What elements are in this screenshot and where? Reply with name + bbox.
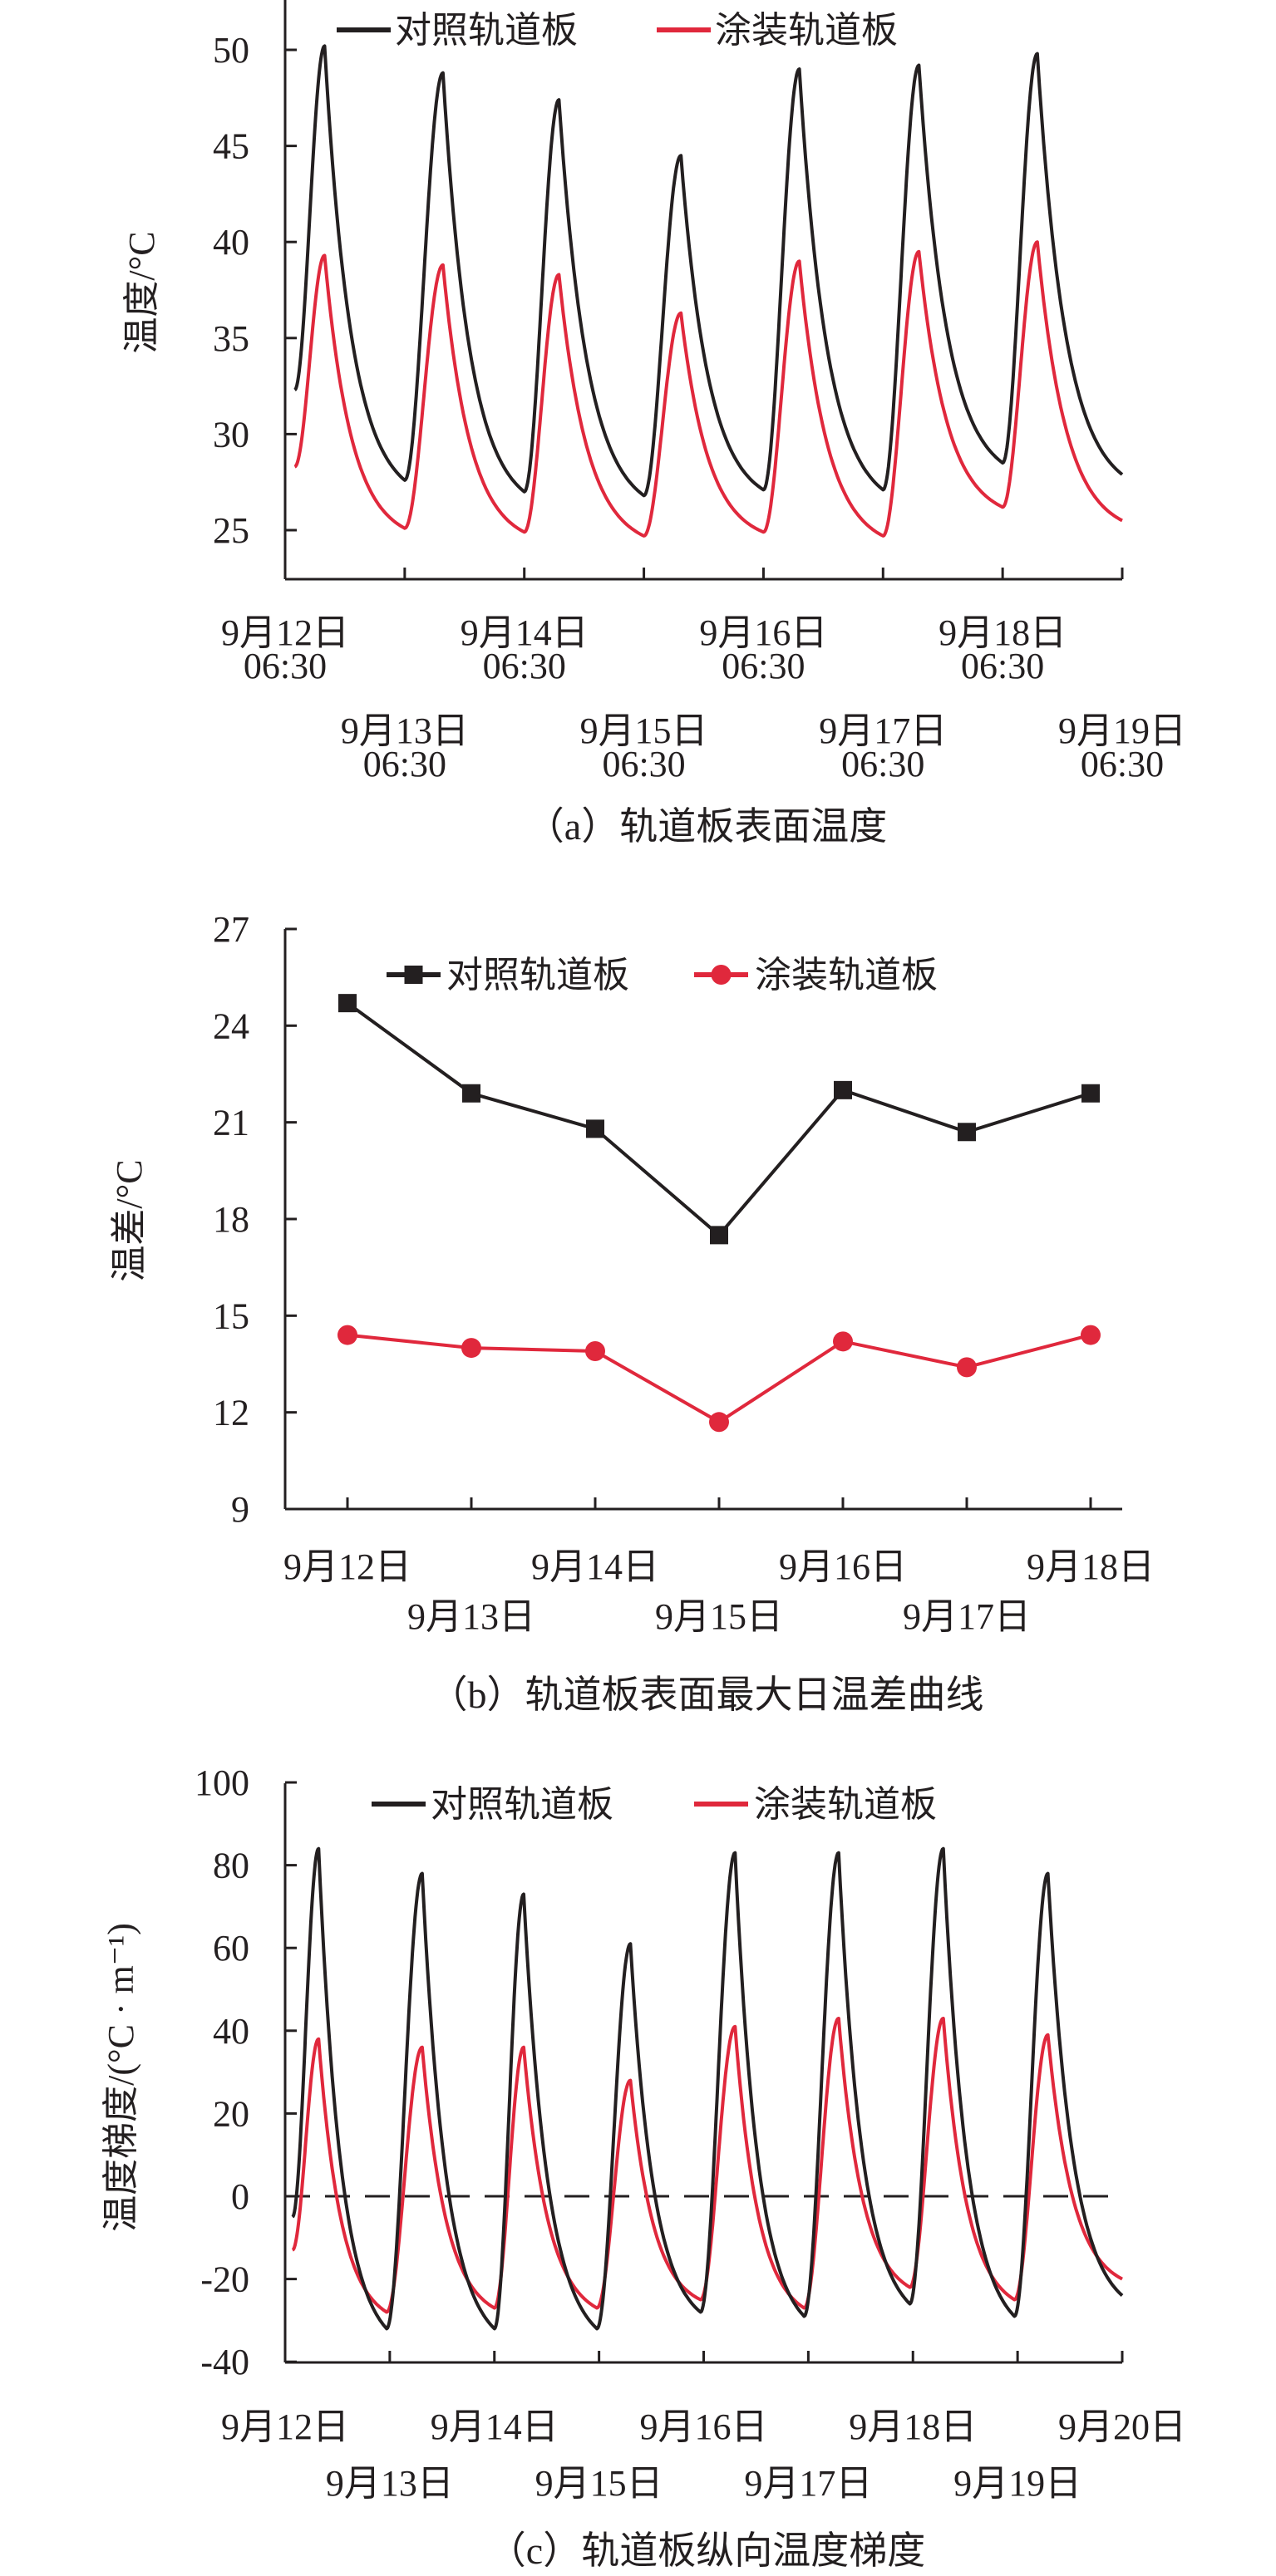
y-tick-label: 80 (213, 1846, 249, 1886)
x-tick-label: 9月16日 (640, 2406, 768, 2447)
x-tick-date: 9月15日 (580, 710, 708, 751)
y-tick-label: 24 (213, 1005, 249, 1046)
y-tick-label: 27 (213, 909, 249, 950)
x-tick-label: 9月14日 (431, 2406, 559, 2447)
series-line-coated (293, 240, 1123, 538)
series-line-control (346, 1001, 1091, 1238)
data-point-coated (337, 1325, 357, 1345)
y-axis-title: 温度梯度/(°C · m⁻¹) (101, 1923, 141, 2232)
chart-caption: （c）轨道板纵向温度梯度 (488, 2529, 925, 2572)
y-tick-label: -40 (200, 2342, 249, 2382)
y-tick-label: 30 (213, 414, 249, 455)
x-tick-time: 06:30 (483, 646, 566, 686)
x-tick-time: 06:30 (722, 646, 805, 686)
series-line-control (291, 1846, 1124, 2331)
x-tick-label: 9月18日 (849, 2406, 977, 2447)
data-point-control (1081, 1084, 1100, 1103)
y-tick-label: 18 (213, 1199, 249, 1240)
x-tick-date: 9月17日 (819, 710, 947, 751)
x-tick-label: 9月13日 (407, 1596, 535, 1637)
legend: 对照轨道板 涂装轨道板 (387, 955, 938, 995)
y-tick-label: 25 (213, 510, 249, 551)
data-point-coated (1081, 1325, 1101, 1345)
x-tick-label: 9月18日 (1027, 1546, 1155, 1587)
data-point-control (586, 1119, 604, 1138)
x-tick-label: 9月13日 (326, 2463, 454, 2504)
y-tick-label: 9 (231, 1489, 249, 1530)
legend-marker-square (404, 966, 423, 984)
data-point-coated (709, 1412, 729, 1433)
legend: 对照轨道板 涂装轨道板 (337, 10, 898, 51)
x-tick-time: 06:30 (363, 744, 446, 784)
x-tick-date: 9月13日 (341, 710, 469, 751)
chart-caption: （a）轨道板表面温度 (526, 805, 887, 848)
series-line-coated (291, 2016, 1123, 2314)
chart-caption: （b）轨道板表面最大日温差曲线 (430, 1674, 984, 1716)
x-tick-date: 9月14日 (461, 612, 589, 653)
x-tick-date: 9月12日 (221, 612, 349, 653)
legend-label-control: 对照轨道板 (395, 10, 578, 51)
y-tick-label: 50 (213, 30, 249, 71)
legend-label-control: 对照轨道板 (431, 1784, 613, 1825)
y-tick-label: 40 (213, 222, 249, 263)
y-tick-label: 100 (195, 1762, 249, 1803)
data-point-control (338, 994, 357, 1013)
y-tick-label: 35 (213, 318, 249, 359)
chart-c: -40 -20 0 20 40 60 80 100 温度梯度/(°C · m⁻¹) （c）轨道板纵… (101, 1762, 1186, 2572)
legend-label-coated: 涂装轨道板 (715, 10, 898, 51)
data-point-control (710, 1226, 728, 1245)
chart-b: 9 12 15 18 21 24 27 温差/°C （b）轨道板表面最大日温差曲线 对照轨道板 涂装… (109, 909, 1155, 1716)
x-tick-label: 9月12日 (283, 1546, 411, 1587)
x-tick-label: 9月17日 (744, 2463, 872, 2504)
x-tick-time: 06:30 (961, 646, 1044, 686)
y-tick-label: -20 (200, 2259, 249, 2300)
x-tick-label: 9月15日 (535, 2463, 663, 2504)
x-tick-time: 06:30 (841, 744, 924, 784)
series-line-coated (347, 1333, 1091, 1424)
legend-marker-circle (711, 965, 732, 985)
x-tick-date: 9月16日 (699, 612, 827, 653)
x-tick-label: 9月15日 (655, 1596, 783, 1637)
x-tick-time: 06:30 (602, 744, 685, 784)
data-point-coated (833, 1331, 853, 1352)
x-tick-label: 9月16日 (779, 1546, 907, 1587)
data-point-control (834, 1080, 852, 1099)
x-tick-time: 06:30 (1081, 744, 1164, 784)
legend-label-coated: 涂装轨道板 (754, 1784, 937, 1825)
legend: 对照轨道板 涂装轨道板 (372, 1784, 937, 1825)
y-tick-label: 45 (213, 126, 249, 167)
data-point-coated (957, 1357, 977, 1378)
series-line-control (293, 44, 1124, 498)
x-tick-label: 9月19日 (953, 2463, 1081, 2504)
y-axis-title: 温度/°C (121, 231, 162, 353)
legend-label-control: 对照轨道板 (446, 955, 629, 995)
y-tick-label: 12 (213, 1393, 249, 1433)
x-tick-label: 9月14日 (531, 1546, 659, 1587)
y-tick-label: 21 (213, 1103, 249, 1143)
y-tick-label: 40 (213, 2011, 249, 2052)
x-tick-label: 9月12日 (221, 2406, 349, 2447)
x-tick-label: 9月20日 (1058, 2406, 1186, 2447)
y-axis-title: 温差/°C (109, 1159, 150, 1281)
data-point-coated (461, 1338, 481, 1359)
x-tick-date: 9月19日 (1058, 710, 1186, 751)
data-point-control (958, 1123, 976, 1142)
data-point-control (462, 1084, 480, 1103)
x-tick-time: 06:30 (244, 646, 327, 686)
y-tick-label: 60 (213, 1928, 249, 1969)
y-tick-label: 20 (213, 2093, 249, 2134)
y-tick-label: 0 (231, 2176, 249, 2217)
x-tick-label: 9月17日 (903, 1596, 1031, 1637)
data-point-coated (585, 1340, 605, 1361)
chart-a: 25 30 35 40 45 50 温度/°C （a）轨道板表面温度 对照轨道板 涂装轨道板 9月1… (121, 0, 1186, 848)
x-tick-date: 9月18日 (939, 612, 1067, 653)
legend-label-coated: 涂装轨道板 (755, 955, 938, 995)
y-tick-label: 15 (213, 1295, 249, 1336)
